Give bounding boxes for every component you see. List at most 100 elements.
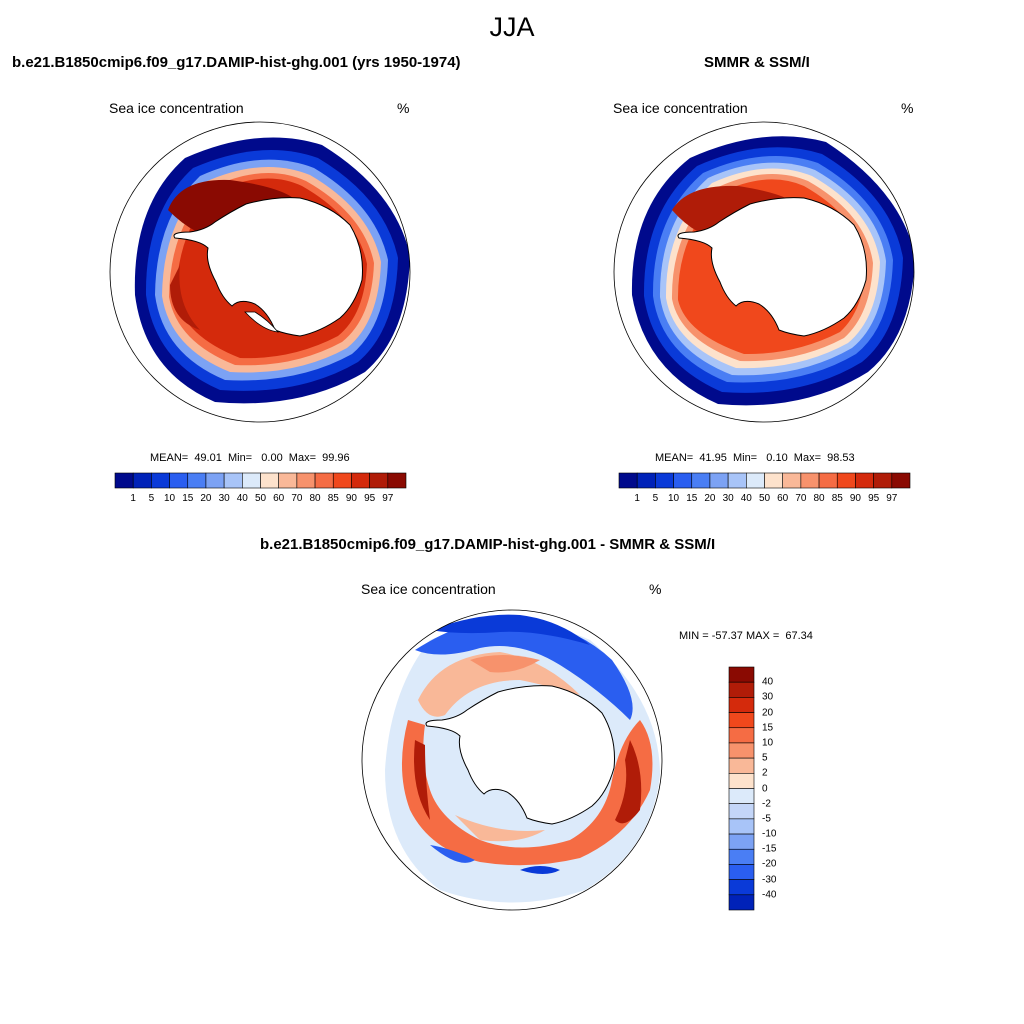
panel-2-colorbar <box>618 472 911 489</box>
colorbar-tick-label: 97 <box>886 493 898 504</box>
colorbar-swatch <box>187 472 207 489</box>
colorbar-swatch <box>800 472 820 489</box>
colorbar-swatch <box>891 472 911 489</box>
colorbar-tick-label: 1 <box>634 493 640 504</box>
colorbar-swatch <box>709 472 729 489</box>
panel-2-title: SMMR & SSM/I <box>704 54 810 71</box>
panel-1-subtitle: Sea ice concentration <box>109 100 244 116</box>
colorbar-swatch <box>836 472 856 489</box>
panel-3-title: b.e21.B1850cmip6.f09_g17.DAMIP-hist-ghg.… <box>260 536 716 553</box>
colorbar-swatch <box>728 833 755 850</box>
colorbar-tick-label: 2 <box>762 767 768 779</box>
colorbar-tick-label: -30 <box>762 874 777 886</box>
colorbar-swatch <box>873 472 893 489</box>
colorbar-tick-label: 5 <box>148 493 155 504</box>
panel-3-units: % <box>649 581 662 597</box>
panel-3-subtitle: Sea ice concentration <box>361 581 496 597</box>
colorbar-tick-label: 95 <box>364 493 376 504</box>
colorbar-swatch <box>855 472 874 489</box>
colorbar-tick-label: 80 <box>309 493 321 504</box>
colorbar-tick-label: 1 <box>130 493 136 504</box>
colorbar-swatch <box>728 803 755 820</box>
colorbar-swatch <box>369 472 389 489</box>
colorbar-swatch <box>296 472 316 489</box>
panel-3-colorbar <box>728 666 755 911</box>
colorbar-swatch <box>132 472 152 489</box>
panel-3-stats: MIN = -57.37 MAX = 67.34 <box>679 630 813 642</box>
colorbar-tick-label: 15 <box>762 722 774 734</box>
colorbar-tick-label: -10 <box>762 828 777 840</box>
colorbar-tick-label: 80 <box>813 493 825 504</box>
colorbar-tick-label: 5 <box>652 493 659 504</box>
panel-1-title: b.e21.B1850cmip6.f09_g17.DAMIP-hist-ghg.… <box>12 54 461 71</box>
colorbar-swatch <box>818 472 838 489</box>
colorbar-tick-label: 70 <box>291 493 303 504</box>
colorbar-tick-label: 85 <box>831 493 843 504</box>
colorbar-swatch <box>242 472 261 489</box>
colorbar-tick-label: 50 <box>254 493 267 504</box>
colorbar-tick-label: -20 <box>762 858 777 870</box>
colorbar-tick-label: 90 <box>345 493 357 504</box>
colorbar-swatch <box>728 848 755 865</box>
colorbar-swatch <box>314 472 334 489</box>
colorbar-tick-label: -15 <box>762 843 777 855</box>
panel-2-units: % <box>901 100 914 116</box>
colorbar-tick-label: -2 <box>762 798 771 810</box>
colorbar-swatch <box>223 472 243 489</box>
colorbar-swatch <box>746 472 765 489</box>
weddell-sea-max <box>168 179 300 239</box>
colorbar-tick-label: 70 <box>795 493 807 504</box>
colorbar-swatch <box>114 472 134 489</box>
colorbar-tick-label: 95 <box>868 493 880 504</box>
colorbar-swatch <box>332 472 352 489</box>
colorbar-tick-label: 20 <box>200 493 212 504</box>
colorbar-tick-label: 90 <box>849 493 861 504</box>
colorbar-swatch <box>636 472 656 489</box>
colorbar-swatch <box>260 472 279 489</box>
colorbar-tick-label: 10 <box>164 493 176 504</box>
colorbar-swatch <box>782 472 802 489</box>
colorbar-swatch <box>728 727 755 744</box>
colorbar-tick-label: 10 <box>668 493 680 504</box>
colorbar-swatch <box>728 681 755 698</box>
panel-1-colorbar <box>114 472 407 489</box>
colorbar-tick-label: 30 <box>218 493 230 504</box>
colorbar-swatch <box>728 864 755 880</box>
colorbar-tick-label: 15 <box>686 493 698 504</box>
colorbar-tick-label: 30 <box>722 493 734 504</box>
colorbar-swatch <box>387 472 407 489</box>
colorbar-swatch <box>728 757 755 774</box>
colorbar-tick-label: 0 <box>762 783 768 794</box>
colorbar-tick-label: 85 <box>327 493 339 504</box>
colorbar-swatch <box>673 472 693 489</box>
panel-3-map <box>361 609 663 911</box>
panel-1-map <box>109 121 411 423</box>
colorbar-swatch <box>351 472 370 489</box>
colorbar-swatch <box>728 788 755 804</box>
colorbar-swatch <box>169 472 189 489</box>
colorbar-tick-label: 60 <box>273 493 285 504</box>
colorbar-swatch <box>151 472 170 489</box>
colorbar-tick-label: -40 <box>762 889 777 901</box>
colorbar-tick-label: 40 <box>740 493 752 504</box>
colorbar-tick-label: 5 <box>762 752 768 764</box>
colorbar-tick-label: 30 <box>762 691 774 703</box>
colorbar-swatch <box>728 879 755 896</box>
colorbar-swatch <box>278 472 298 489</box>
colorbar-tick-label: 20 <box>762 707 774 719</box>
colorbar-swatch <box>728 742 755 759</box>
colorbar-swatch <box>728 666 755 683</box>
colorbar-swatch <box>618 472 638 489</box>
colorbar-swatch <box>728 818 755 835</box>
colorbar-tick-label: 97 <box>382 493 394 504</box>
colorbar-swatch <box>728 697 755 713</box>
colorbar-tick-label: 60 <box>777 493 789 504</box>
colorbar-swatch <box>205 472 225 489</box>
panel-1-units: % <box>397 100 410 116</box>
panel-2-subtitle: Sea ice concentration <box>613 100 748 116</box>
colorbar-tick-label: -5 <box>762 813 771 825</box>
colorbar-swatch <box>655 472 674 489</box>
colorbar-tick-label: 40 <box>762 676 774 688</box>
colorbar-tick-label: 40 <box>236 493 248 504</box>
colorbar-tick-label: 10 <box>762 737 774 749</box>
